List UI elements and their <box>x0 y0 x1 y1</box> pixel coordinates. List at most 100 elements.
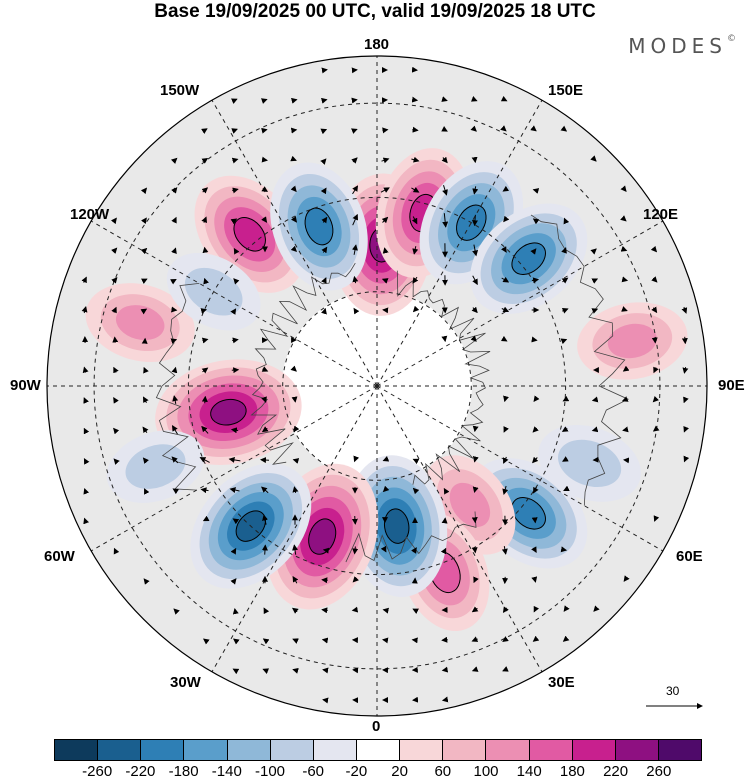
wind-arrow <box>621 396 629 402</box>
meridian-line <box>211 385 378 673</box>
wind-arrow <box>351 606 359 613</box>
colorbar-swatch <box>141 740 185 760</box>
wind-arrow <box>501 306 510 313</box>
wind-arrow <box>83 487 90 495</box>
wind-arrow <box>262 638 270 645</box>
wind-arrow <box>501 246 507 253</box>
colorbar-swatch <box>184 740 228 760</box>
wind-arrow <box>503 395 509 403</box>
wind-arrow <box>472 186 479 195</box>
colorbar-tick-label: -180 <box>168 763 199 780</box>
coastline <box>396 270 491 485</box>
wind-arrow <box>263 607 270 615</box>
wind-arrow <box>532 456 539 464</box>
wind-arrow <box>471 156 478 164</box>
label-30w: 30W <box>170 674 201 691</box>
wind-arrow <box>261 216 268 223</box>
anomaly-center <box>538 425 641 502</box>
wind-arrow <box>322 697 329 704</box>
wind-arrow <box>232 518 240 525</box>
wind-arrow <box>201 367 209 374</box>
wind-arrow <box>201 337 209 344</box>
colorbar-tick-label: -20 <box>345 763 368 780</box>
wind-arrow <box>232 187 239 194</box>
wind-arrow <box>561 277 569 284</box>
wind-arrow <box>591 396 599 403</box>
wind-arrow <box>411 637 418 644</box>
wind-arrow <box>173 608 180 615</box>
wind-arrow <box>83 517 90 525</box>
wind-arrow <box>500 95 508 102</box>
meridian-line <box>376 99 543 387</box>
wind-arrow <box>381 278 389 284</box>
label-120w: 120W <box>70 206 110 223</box>
wind-arrow <box>203 638 210 645</box>
wind-arrow <box>351 157 358 164</box>
wind-arrow <box>83 458 90 465</box>
wind-arrow <box>261 366 269 372</box>
wind-arrow <box>113 427 120 435</box>
wind-arrow <box>140 187 148 195</box>
wind-arrow <box>171 456 179 464</box>
colorbar-swatch <box>313 740 357 760</box>
wind-arrow <box>502 636 509 642</box>
wind-arrow <box>531 277 540 284</box>
wind-arrow <box>651 306 658 314</box>
wind-arrow <box>293 425 300 433</box>
wind-arrow <box>441 96 448 102</box>
wind-arrow <box>473 576 479 584</box>
wind-arrow <box>352 275 359 284</box>
wind-arrow <box>351 128 358 134</box>
wind-arrow <box>382 455 390 462</box>
colorbar-tick-label: -140 <box>211 763 242 780</box>
wind-arrow <box>110 217 117 225</box>
wind-arrow <box>382 607 389 614</box>
colorbar-tick-label: 260 <box>646 763 672 780</box>
map-border <box>46 55 708 717</box>
wind-arrow <box>260 98 268 104</box>
wind-arrow <box>201 157 209 164</box>
meridian-line <box>376 220 664 387</box>
label-90e: 90E <box>718 377 745 394</box>
colorbar-tick-label: 140 <box>516 763 542 780</box>
wind-arrow <box>562 395 570 402</box>
wind-arrow <box>171 366 178 374</box>
wind-arrow <box>113 458 120 465</box>
wind-arrow <box>83 397 89 404</box>
wind-arrow <box>290 185 297 193</box>
wind-arrow <box>112 336 119 343</box>
colorbar-swatch <box>356 740 401 760</box>
wind-arrow <box>471 636 479 642</box>
wind-arrow <box>228 456 241 463</box>
meridian-line <box>376 385 664 552</box>
wind-arrow <box>411 96 419 103</box>
label-60e: 60E <box>676 548 703 565</box>
wind-arrow <box>321 216 328 224</box>
wind-arrow <box>412 246 419 255</box>
wind-arrow <box>502 185 510 192</box>
wind-arrow <box>652 396 660 403</box>
wind-arrow <box>200 308 208 314</box>
wind-arrow <box>563 605 570 612</box>
wind-arrow <box>682 366 689 374</box>
wind-arrow <box>653 366 659 374</box>
colorbar-swatch <box>443 740 487 760</box>
wind-arrow <box>530 248 537 255</box>
anomaly-center <box>106 430 205 503</box>
wind-arrow <box>113 366 119 374</box>
wind-arrow <box>351 97 358 104</box>
colorbar-tick-label: 100 <box>473 763 499 780</box>
wind-arrow <box>621 276 629 283</box>
wind-arrow <box>321 637 329 644</box>
wind-arrow <box>201 425 209 434</box>
wind-arrow <box>113 397 119 404</box>
wind-arrow <box>382 485 390 493</box>
wind-arrow <box>471 547 478 554</box>
wind-arrow <box>622 426 629 433</box>
wind-arrow <box>650 245 658 253</box>
wind-arrow <box>561 247 567 254</box>
wind-arrow <box>472 244 479 257</box>
wind-arrow <box>200 487 209 494</box>
wind-arrow <box>170 338 178 345</box>
wind-arrow <box>683 455 690 463</box>
